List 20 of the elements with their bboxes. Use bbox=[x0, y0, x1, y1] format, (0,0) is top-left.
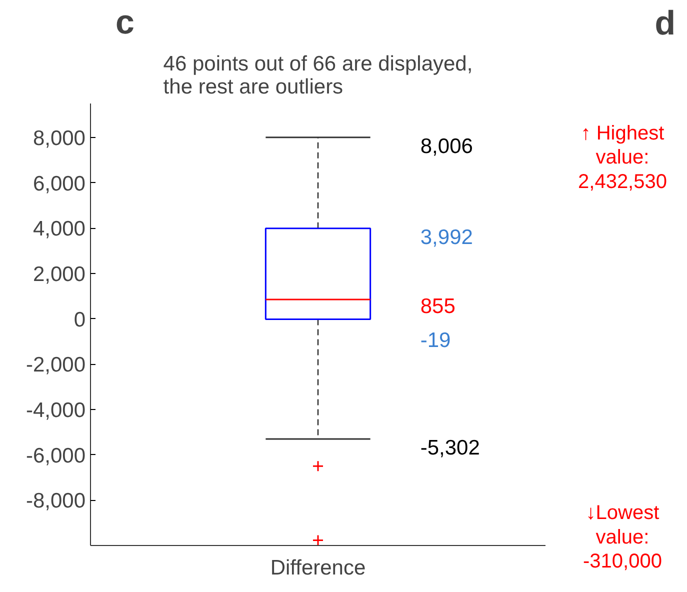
text: c bbox=[115, 4, 134, 42]
y-tick-label: 2,000 bbox=[32, 263, 86, 286]
y-tick-label: 0 bbox=[74, 308, 86, 332]
y-tick-label: 8,000 bbox=[32, 127, 86, 150]
text: ↓Lowest value: -310,000 bbox=[583, 502, 662, 572]
y-tick-label: 6,000 bbox=[32, 172, 86, 196]
annotation: -5,302 bbox=[420, 436, 480, 460]
y-tick-label: -8,000 bbox=[26, 490, 86, 513]
chart-title: 46 points out of 66 are displayed, the rest are outliers bbox=[163, 52, 473, 98]
text: ↑ Highest value: 2,432,530 bbox=[578, 122, 667, 193]
y-tick-label: -4,000 bbox=[26, 399, 86, 422]
text: d bbox=[654, 4, 676, 42]
annotation: -19 bbox=[420, 328, 451, 352]
annotation: 855 bbox=[420, 294, 456, 318]
annotation: 3,992 bbox=[420, 226, 473, 249]
x-tick-label: Difference bbox=[270, 556, 366, 580]
y-tick-label: -6,000 bbox=[26, 444, 86, 468]
annotation: 8,006 bbox=[420, 134, 473, 158]
y-tick-label: 4,000 bbox=[32, 218, 86, 241]
y-tick-label: -2,000 bbox=[26, 354, 86, 377]
